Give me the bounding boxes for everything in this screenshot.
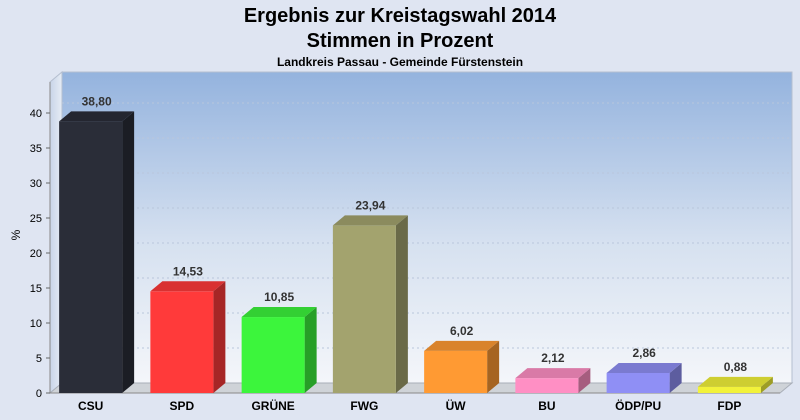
- bar-front: [59, 121, 123, 394]
- bar-top: [59, 111, 135, 122]
- bar-csu: [59, 111, 135, 394]
- y-tick-label: 35: [30, 143, 42, 155]
- y-tick-label: 20: [30, 248, 42, 260]
- chart-subtitle: Landkreis Passau - Gemeinde Fürstenstein: [277, 55, 523, 69]
- x-tick-label: CSU: [78, 399, 103, 413]
- y-tick-label: 25: [30, 213, 42, 225]
- bar-front: [697, 386, 761, 393]
- y-axis-label: %: [9, 229, 23, 240]
- y-tick-label: 0: [36, 388, 42, 400]
- bar-side: [395, 215, 408, 393]
- bar-top: [241, 307, 317, 318]
- y-tick-label: 5: [36, 353, 42, 365]
- bar-side: [760, 376, 773, 393]
- bar-side: [213, 281, 226, 393]
- bar-top: [606, 362, 682, 373]
- bar-top: [332, 215, 408, 226]
- bar-side: [487, 340, 500, 393]
- bar-spd: [150, 281, 226, 393]
- bar-side: [578, 368, 591, 393]
- x-tick-label: SPD: [170, 399, 195, 413]
- data-label: 2,12: [541, 351, 565, 365]
- bar-side: [122, 111, 135, 394]
- x-tick-label: FDP: [717, 399, 741, 413]
- bar--dp-pu: [606, 362, 682, 393]
- bar-top: [424, 340, 500, 351]
- x-tick-label: ÖDP/PU: [615, 398, 661, 413]
- x-tick-label: FWG: [350, 399, 378, 413]
- data-label: 2,86: [632, 346, 656, 360]
- y-tick-label: 10: [30, 318, 42, 330]
- data-label: 23,94: [355, 198, 385, 212]
- bar-gr-ne: [241, 307, 317, 393]
- bar-top: [150, 281, 226, 292]
- chart-title: Ergebnis zur Kreistagswahl 2014: [244, 5, 557, 27]
- bar-top: [515, 368, 591, 379]
- bar-fdp: [697, 376, 773, 393]
- bar-side: [304, 307, 317, 393]
- bar-front: [515, 378, 579, 393]
- bar-front: [241, 317, 305, 393]
- data-label: 10,85: [264, 290, 294, 304]
- bar-bu: [515, 368, 591, 393]
- chart-title-line2: Stimmen in Prozent: [307, 30, 494, 52]
- data-label: 6,02: [450, 324, 474, 338]
- bar-top: [697, 376, 773, 387]
- bar-fwg: [332, 215, 408, 393]
- y-tick-label: 40: [30, 108, 42, 120]
- bar-front: [424, 350, 488, 393]
- x-tick-label: ÜW: [446, 398, 467, 413]
- data-label: 38,80: [82, 94, 112, 108]
- y-tick-label: 15: [30, 283, 42, 295]
- data-label: 0,88: [724, 360, 748, 374]
- bar-side: [669, 362, 682, 393]
- y-tick-label: 30: [30, 178, 42, 190]
- data-label: 14,53: [173, 264, 203, 278]
- bar-front: [332, 225, 396, 393]
- bar--w: [424, 340, 500, 393]
- x-tick-label: BU: [538, 399, 555, 413]
- x-tick-label: GRÜNE: [251, 398, 294, 413]
- bar-front: [150, 291, 214, 393]
- bar-front: [606, 372, 670, 393]
